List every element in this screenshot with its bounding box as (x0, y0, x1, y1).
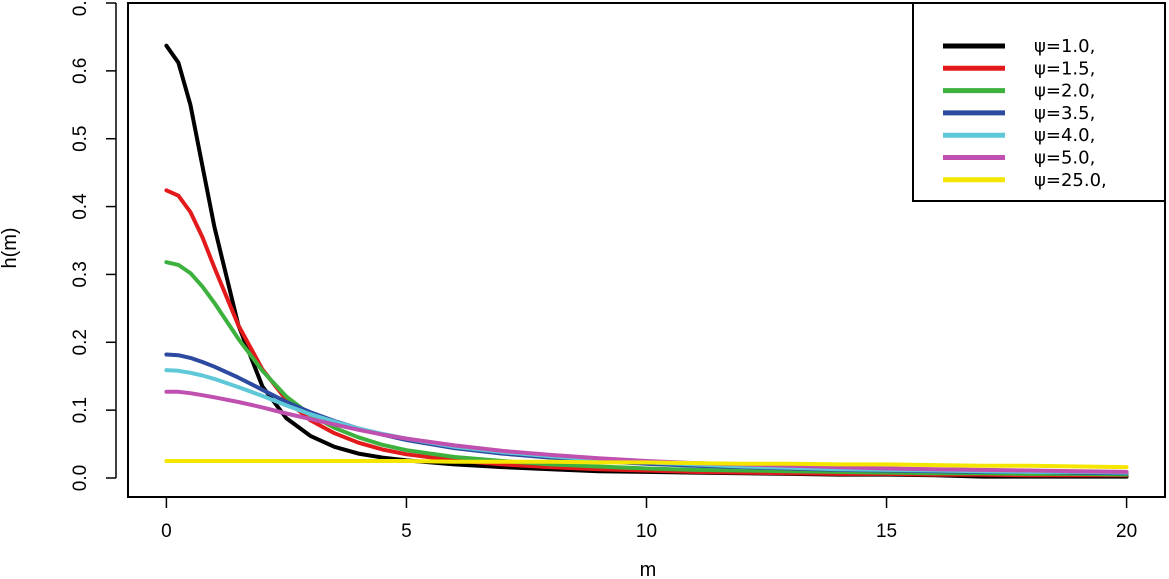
x-axis: 0 5 10 15 20 (161, 496, 1137, 542)
x-tick-label: 5 (401, 521, 412, 542)
y-tick-label: 0.7 (70, 0, 91, 16)
legend: ψ=1.0,ψ=1.5,ψ=2.0,ψ=3.5,ψ=4.0,ψ=5.0,ψ=25… (912, 2, 1166, 202)
y-tick-label: 0.5 (70, 126, 91, 152)
legend-label-5: ψ=4.0, (1034, 125, 1095, 146)
legend-label-3: ψ=2.0, (1034, 81, 1095, 102)
legend-label-4: ψ=3.5, (1034, 103, 1095, 124)
y-tick-label: 0.2 (70, 329, 91, 355)
series-layer (164, 43, 1129, 479)
y-axis: 0.0 0.1 0.2 0.3 0.4 0.5 0.6 0.7 (70, 0, 117, 491)
x-tick-label: 15 (876, 521, 897, 542)
y-tick-label: 0.4 (70, 193, 91, 220)
x-tick-label: 0 (161, 521, 172, 542)
y-tick-label: 0.1 (70, 397, 91, 423)
legend-label-6: ψ=5.0, (1034, 148, 1095, 169)
x-tick-label: 10 (636, 521, 657, 542)
y-tick-label: 0.0 (70, 465, 91, 491)
series-line-3 (164, 260, 1129, 477)
y-tick-label: 0.6 (70, 58, 91, 84)
legend-box (912, 2, 1166, 202)
y-axis-title: h(m) (0, 227, 21, 268)
x-tick-label: 20 (1116, 521, 1137, 542)
x-axis-title: m (640, 559, 657, 579)
series-line-7 (164, 459, 1129, 470)
legend-label-1: ψ=1.0, (1034, 36, 1095, 57)
y-tick-label: 0.3 (70, 261, 91, 287)
legend-label-7: ψ=25.0, (1034, 170, 1107, 191)
series-line-2 (164, 188, 1129, 478)
legend-label-2: ψ=1.5, (1034, 58, 1095, 79)
series-line-6 (164, 389, 1129, 474)
